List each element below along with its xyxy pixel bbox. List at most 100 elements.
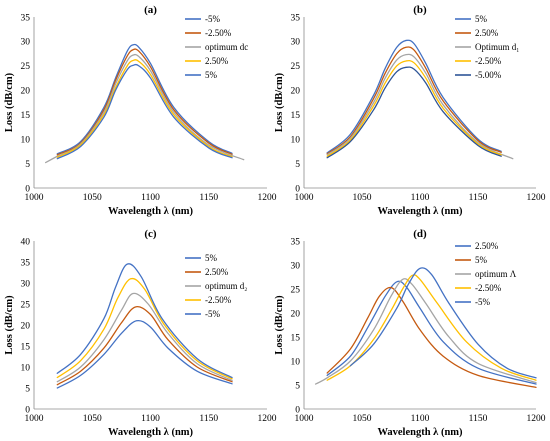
y-tick-label: 30 xyxy=(21,279,31,289)
x-tick-label: 1200 xyxy=(258,193,277,203)
legend-entry: -5.00% xyxy=(475,70,502,80)
legend: 5% 2.50% optimum d₂ -2.50% -5% xyxy=(185,253,247,319)
y-tick-label: 15 xyxy=(21,111,31,121)
series-line-1 xyxy=(326,286,537,389)
x-tick-label: 1200 xyxy=(527,193,546,203)
y-axis-label: Loss (dB/cm) xyxy=(274,72,285,132)
series-line-4 xyxy=(349,267,537,379)
chart-title: (b) xyxy=(413,4,427,16)
legend-entry: 5% xyxy=(205,253,218,263)
x-axis-label: Wavelength λ (nm) xyxy=(377,427,463,438)
legend-entry: -2.50% xyxy=(475,56,502,66)
legend-entry: 2.50% xyxy=(475,241,499,251)
legend-entry: optimum Λ xyxy=(475,269,517,279)
y-tick-label: 0 xyxy=(25,405,30,415)
x-axis-label: Wavelength λ (nm) xyxy=(108,206,194,217)
x-tick-label: 1000 xyxy=(295,414,314,424)
y-tick-label: 0 xyxy=(25,184,30,194)
y-tick-label: 25 xyxy=(21,62,31,72)
legend: -5% -2.50% optimum dc 2.50% 5% xyxy=(185,14,248,80)
legend: 5% 2.50% Optimum d₁ -2.50% -5.00% xyxy=(455,14,519,80)
y-tick-label: 25 xyxy=(291,62,301,72)
series-group xyxy=(314,267,537,389)
y-tick-label: 5 xyxy=(295,160,300,170)
series-line-1 xyxy=(56,305,233,386)
y-tick-label: 30 xyxy=(21,38,31,48)
legend-entry: -5% xyxy=(475,297,490,307)
chart-panel-2: 0 5 10 15 20 25 30 35 40 1000 1050 1100 1150 1200 (c) W… xyxy=(4,228,277,438)
x-tick-label: 1000 xyxy=(25,414,44,424)
y-tick-label: 10 xyxy=(21,363,31,373)
legend-entry: Optimum d₁ xyxy=(475,42,519,52)
series-line-0 xyxy=(56,319,233,389)
x-tick-label: 1050 xyxy=(353,193,372,203)
y-tick-label: 25 xyxy=(291,285,301,295)
chart-title: (d) xyxy=(413,228,427,240)
y-tick-label: 40 xyxy=(21,237,31,247)
x-tick-label: 1100 xyxy=(141,193,160,203)
legend-entry: optimum d₂ xyxy=(205,281,247,291)
y-tick-label: 20 xyxy=(21,87,31,97)
x-axis-label: Wavelength λ (nm) xyxy=(377,206,463,217)
series-line-0 xyxy=(56,43,233,155)
legend: 2.50% 5% optimum Λ -2.50% -5% xyxy=(455,241,517,307)
legend-entry: -5% xyxy=(205,14,220,24)
chart-panel-1: 0 5 10 15 20 25 30 35 1000 1050 1100 1150 1200 (b) Wav… xyxy=(274,4,546,217)
y-axis-label: Loss (dB/cm) xyxy=(4,72,15,132)
chart-panel-3: 0 5 10 15 20 25 30 35 1000 1050 1100 1150 1200 (d) Wav… xyxy=(274,228,546,438)
y-tick-label: 30 xyxy=(291,38,301,48)
series-line-3 xyxy=(326,274,537,381)
x-tick-label: 1150 xyxy=(199,193,218,203)
series-group xyxy=(45,43,245,164)
legend-entry: 5% xyxy=(475,14,488,24)
y-tick-label: 30 xyxy=(291,261,301,271)
chart-title: (c) xyxy=(144,228,157,240)
y-tick-label: 15 xyxy=(21,342,31,352)
x-tick-label: 1150 xyxy=(199,414,218,424)
y-tick-label: 20 xyxy=(291,87,301,97)
x-tick-label: 1000 xyxy=(295,193,314,203)
series-line-3 xyxy=(326,59,502,157)
x-tick-label: 1200 xyxy=(258,414,277,424)
y-tick-label: 0 xyxy=(295,405,300,415)
y-tick-label: 15 xyxy=(291,111,301,121)
series-line-2 xyxy=(314,278,537,385)
series-line-2 xyxy=(56,292,233,383)
x-tick-label: 1000 xyxy=(25,193,44,203)
legend-entry: 2.50% xyxy=(205,56,229,66)
y-tick-label: 20 xyxy=(21,321,31,331)
y-tick-label: 5 xyxy=(25,384,30,394)
series-group xyxy=(326,39,514,160)
y-tick-label: 5 xyxy=(295,381,300,391)
y-tick-label: 35 xyxy=(21,13,31,23)
x-axis-label: Wavelength λ (nm) xyxy=(108,427,194,438)
x-tick-label: 1050 xyxy=(83,193,102,203)
x-tick-label: 1150 xyxy=(469,414,488,424)
y-tick-label: 15 xyxy=(291,333,301,343)
series-line-0 xyxy=(326,280,537,385)
x-tick-label: 1100 xyxy=(141,414,160,424)
x-tick-label: 1100 xyxy=(411,193,430,203)
legend-entry: 2.50% xyxy=(475,28,499,38)
x-tick-label: 1150 xyxy=(469,193,488,203)
y-tick-label: 10 xyxy=(291,357,301,367)
y-axis-label: Loss (dB/cm) xyxy=(4,295,15,355)
x-tick-label: 1100 xyxy=(411,414,430,424)
y-axis-label: Loss (dB/cm) xyxy=(274,295,285,355)
legend-entry: optimum dc xyxy=(205,42,248,52)
legend-entry: -2.50% xyxy=(205,28,232,38)
legend-entry: 2.50% xyxy=(205,267,229,277)
y-tick-label: 20 xyxy=(291,309,301,319)
legend-entry: -2.50% xyxy=(205,295,232,305)
series-line-2 xyxy=(326,53,514,160)
series-line-2 xyxy=(45,53,245,164)
legend-entry: 5% xyxy=(475,255,488,265)
y-tick-label: 0 xyxy=(295,184,300,194)
y-tick-label: 35 xyxy=(291,13,301,23)
y-tick-label: 10 xyxy=(21,135,31,145)
series-line-1 xyxy=(56,48,233,156)
y-tick-label: 10 xyxy=(291,135,301,145)
x-tick-label: 1050 xyxy=(353,414,372,424)
series-line-4 xyxy=(56,263,233,379)
series-line-4 xyxy=(326,66,502,159)
